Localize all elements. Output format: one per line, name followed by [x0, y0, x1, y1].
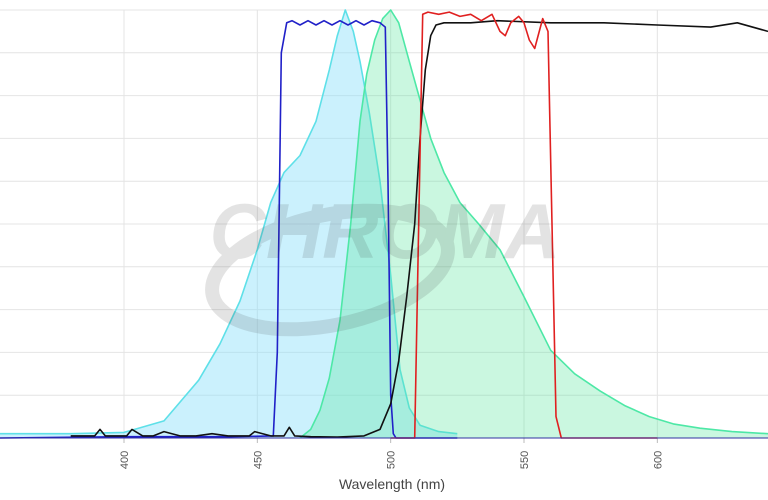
x-tick-label: 600	[652, 451, 664, 469]
series-line	[299, 9, 768, 439]
watermark-text: CHROMA	[210, 187, 561, 275]
series-area	[0, 10, 458, 438]
x-axis-label: Wavelength (nm)	[339, 476, 445, 492]
watermark-swoosh	[205, 203, 455, 337]
x-tick-label: 400	[119, 451, 131, 469]
series-line	[0, 19, 458, 439]
x-tick-label: 550	[519, 451, 531, 469]
plot: 400 450 500 550 600	[0, 9, 768, 469]
series-line	[0, 9, 458, 435]
series-line	[390, 11, 658, 439]
x-tick-label: 450	[252, 451, 264, 469]
x-tick-label: 500	[386, 451, 398, 469]
series-line	[70, 19, 768, 438]
watermark: CHROMA	[205, 187, 561, 337]
